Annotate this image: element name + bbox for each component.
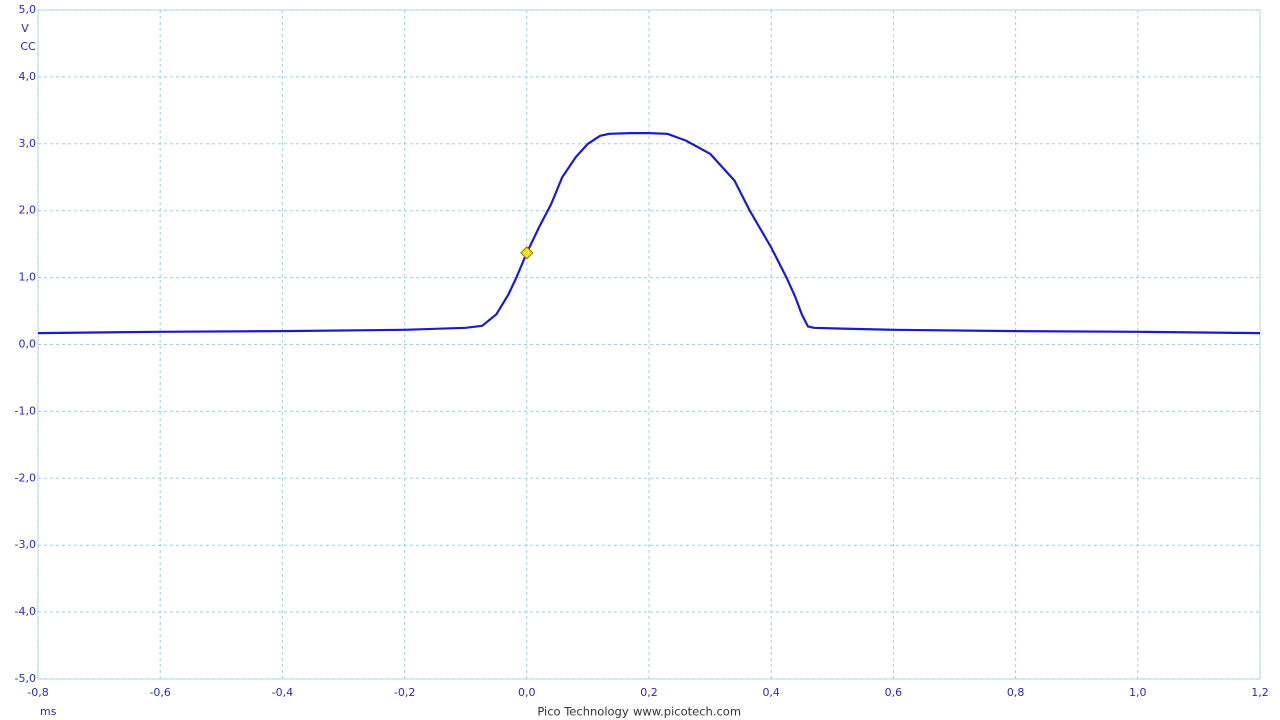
x-tick-label: -0,4 [272, 686, 293, 699]
x-tick-label: 0,4 [762, 686, 780, 699]
y-tick-label: -4,0 [15, 605, 36, 618]
y-unit: V [21, 22, 29, 35]
x-tick-label: 1,0 [1129, 686, 1147, 699]
x-tick-label: 0,2 [640, 686, 658, 699]
x-tick-label: 0,0 [518, 686, 536, 699]
y-coupling: CC [20, 40, 36, 53]
footer-url: www.picotech.com [633, 705, 741, 719]
x-tick-label: -0,2 [394, 686, 415, 699]
y-tick-label: -3,0 [15, 538, 36, 551]
footer-company: Pico Technology [537, 705, 629, 719]
trigger-marker [520, 246, 534, 260]
x-tick-label: -0,8 [27, 686, 48, 699]
signal-trace [37, 132, 1261, 335]
y-tick-label: 1,0 [19, 271, 37, 284]
x-unit: ms [40, 705, 57, 718]
x-tick-label: 0,8 [1007, 686, 1025, 699]
y-tick-label: 3,0 [19, 137, 37, 150]
y-tick-label: -1,0 [15, 404, 36, 417]
y-tick-label: -5,0 [15, 672, 36, 685]
y-tick-label: 2,0 [19, 204, 37, 217]
y-tick-label: 0,0 [19, 338, 37, 351]
y-tick-label: 5,0 [19, 3, 37, 16]
x-tick-label: -0,6 [149, 686, 170, 699]
x-tick-label: 1,2 [1251, 686, 1269, 699]
x-tick-label: 0,6 [885, 686, 903, 699]
y-tick-label: 4,0 [19, 70, 37, 83]
y-tick-label: -2,0 [15, 471, 36, 484]
plot-area [37, 9, 1261, 680]
